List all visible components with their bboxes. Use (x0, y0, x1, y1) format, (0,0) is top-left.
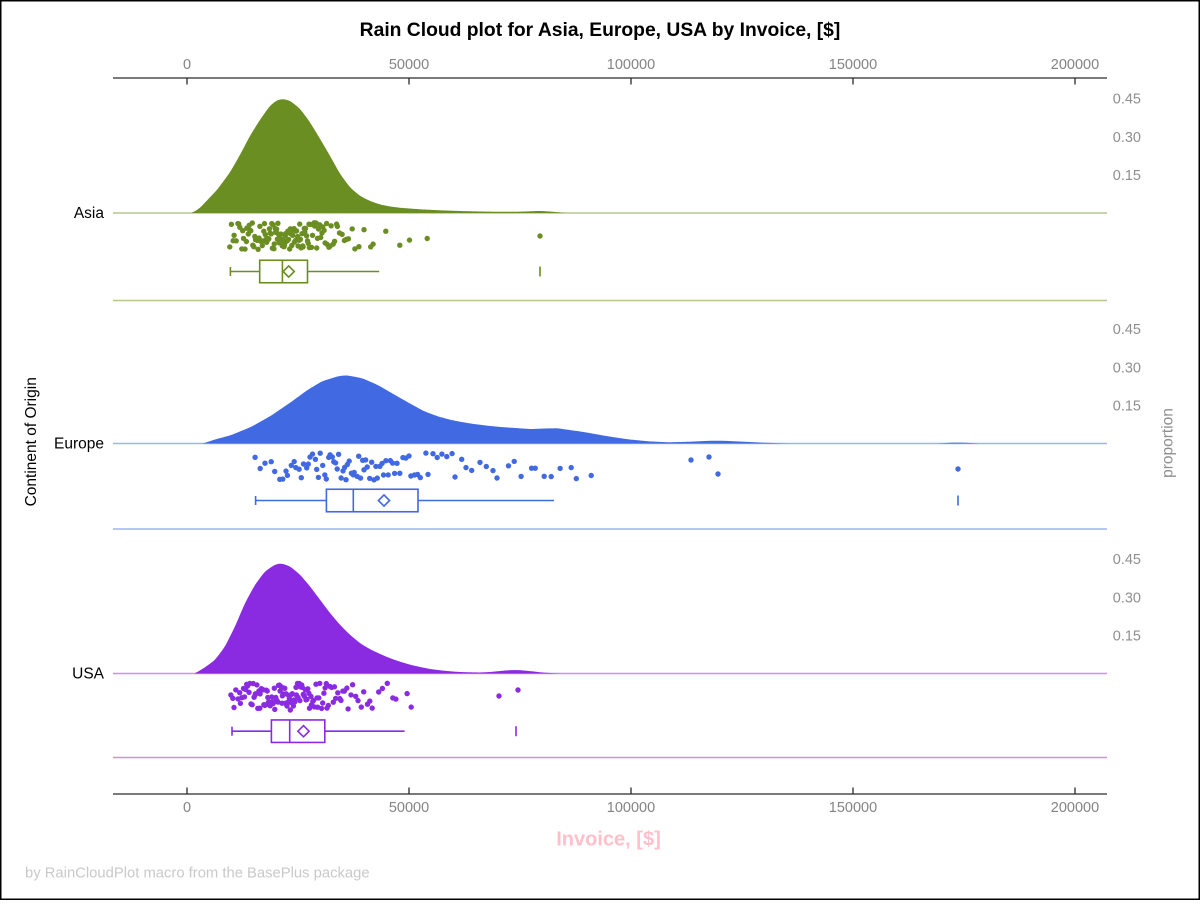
svg-text:0.45: 0.45 (1113, 92, 1141, 108)
svg-text:0.15: 0.15 (1113, 399, 1141, 415)
svg-text:0: 0 (183, 57, 191, 73)
svg-text:0.45: 0.45 (1113, 552, 1141, 568)
svg-text:50000: 50000 (389, 800, 429, 816)
svg-text:0.15: 0.15 (1113, 629, 1141, 645)
svg-text:0.30: 0.30 (1113, 360, 1141, 376)
svg-text:100000: 100000 (607, 57, 655, 73)
svg-text:200000: 200000 (1051, 800, 1099, 816)
svg-text:0.30: 0.30 (1113, 590, 1141, 606)
svg-text:100000: 100000 (607, 800, 655, 816)
svg-text:Rain Cloud plot for Asia, Euro: Rain Cloud plot for Asia, Europe, USA by… (360, 20, 841, 41)
svg-text:0: 0 (183, 800, 191, 816)
svg-text:Asia: Asia (74, 205, 105, 222)
svg-text:50000: 50000 (389, 57, 429, 73)
svg-text:Continent of Origin: Continent of Origin (23, 377, 40, 506)
svg-text:0.15: 0.15 (1113, 168, 1141, 184)
svg-text:proportion: proportion (1160, 408, 1177, 478)
svg-text:150000: 150000 (829, 800, 877, 816)
svg-text:USA: USA (72, 666, 105, 683)
svg-text:0.30: 0.30 (1113, 130, 1141, 146)
svg-text:150000: 150000 (829, 57, 877, 73)
svg-text:by RainCloudPlot macro from th: by RainCloudPlot macro from the BasePlus… (25, 866, 370, 882)
svg-text:Europe: Europe (54, 436, 104, 453)
svg-text:200000: 200000 (1051, 57, 1099, 73)
svg-text:0.45: 0.45 (1113, 322, 1141, 338)
svg-text:Invoice, [$]: Invoice, [$] (556, 829, 660, 851)
